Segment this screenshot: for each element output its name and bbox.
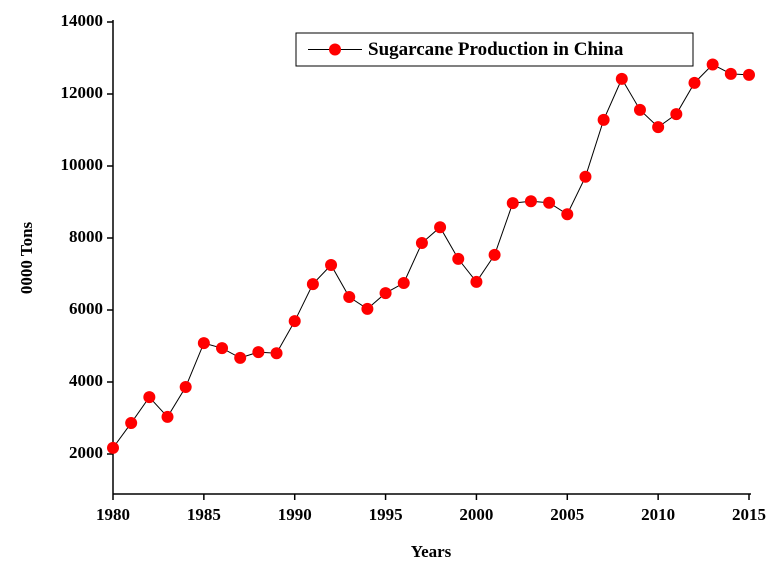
x-axis-title: Years [411,542,452,561]
x-tick-label: 2015 [732,505,766,524]
data-point [579,170,592,183]
data-point [143,391,156,404]
x-tick-label: 2010 [641,505,675,524]
data-point [652,121,665,134]
data-point [161,410,174,423]
data-point [288,315,301,328]
data-point [125,417,138,430]
data-point [434,221,447,234]
data-point [724,67,737,80]
data-point [470,275,483,288]
legend-box [295,32,694,67]
x-tick-label: 2000 [459,505,493,524]
data-point [197,337,210,350]
data-point [633,103,646,116]
data-point [543,196,556,209]
y-axis-title: 0000 Tons [17,221,36,294]
x-tick-label: 1980 [96,505,130,524]
y-tick-label: 14000 [61,11,104,30]
x-tick-label: 1985 [187,505,221,524]
y-tick-label: 2000 [69,443,103,462]
y-tick-label: 6000 [69,299,103,318]
y-tick-label: 12000 [61,83,104,102]
data-point [670,108,683,121]
data-point [107,441,119,454]
data-point [216,342,229,355]
data-point [561,208,574,221]
y-tick-label: 10000 [61,155,104,174]
data-point [615,72,628,85]
data-point [361,302,374,315]
data-point [379,287,392,300]
x-tick-label: 1990 [278,505,312,524]
data-point [397,277,410,289]
data-point [415,237,428,250]
data-point [179,381,192,394]
y-tick-label: 4000 [69,371,103,390]
legend-label: Sugarcane Production in China [368,39,624,60]
data-point [597,113,610,126]
data-point [325,259,338,271]
data-point [706,58,719,71]
legend-marker [329,43,341,56]
data-point [234,351,247,364]
data-point [488,248,501,261]
data-point [343,291,356,304]
data-point [506,197,519,210]
data-point [524,195,537,208]
y-tick-label: 8000 [69,227,103,246]
data-point [452,252,465,265]
x-tick-label: 2005 [550,505,584,524]
data-point [270,347,283,360]
data-point [688,76,701,89]
data-point [252,346,265,359]
data-point [743,68,755,81]
data-point [306,278,319,291]
series-line [112,63,750,449]
x-tick-label: 1995 [369,505,403,524]
